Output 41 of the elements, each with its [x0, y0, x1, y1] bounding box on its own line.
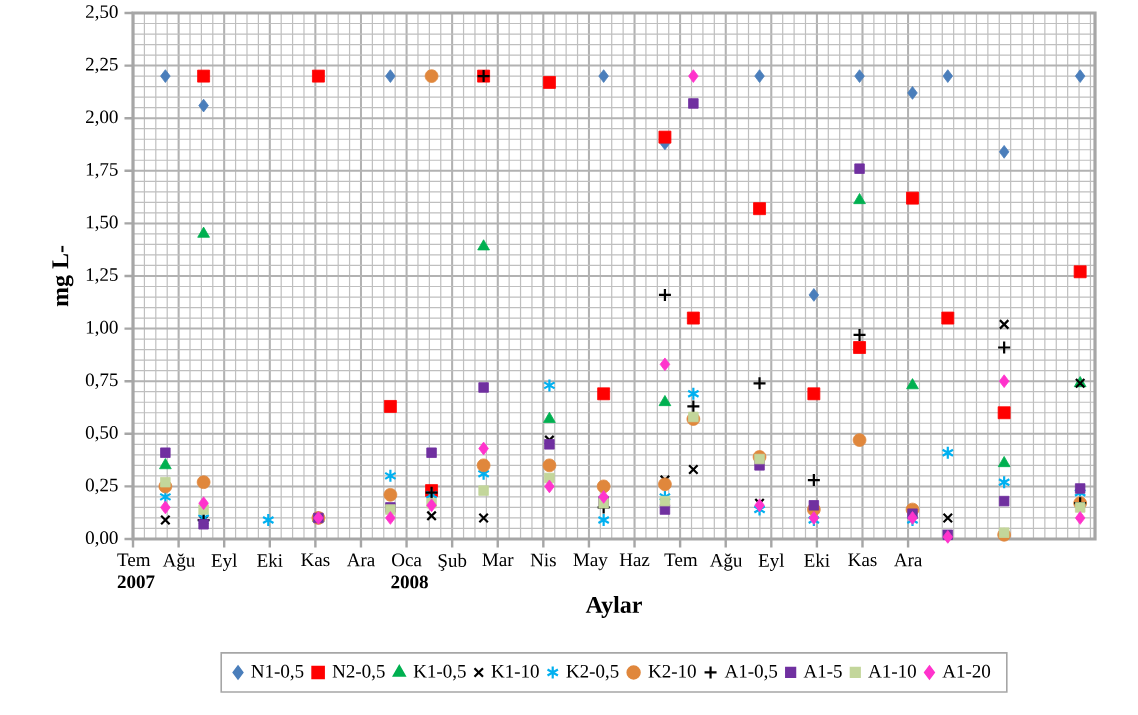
- y-axis-title: mg L-: [52, 245, 74, 307]
- y-tick-label: 2,25: [86, 57, 118, 74]
- x-tick-label: Eki: [804, 553, 830, 567]
- x-tick-label: Eyl: [758, 553, 785, 571]
- legend-label: A1-5: [803, 664, 842, 678]
- x-tick-label: Ara: [346, 553, 375, 567]
- y-tick-label: 0,50: [85, 426, 118, 442]
- x-tick-label: Ağu: [162, 553, 196, 571]
- x-tick-label: Haz: [619, 553, 650, 567]
- legend-label: N1-0,5: [251, 664, 304, 681]
- x-tick-label: Kas: [848, 553, 877, 567]
- y-tick-label: 1,25: [86, 268, 118, 284]
- legend-label: K1-0,5: [413, 664, 466, 681]
- x-tick-label: Oca 2008: [391, 553, 428, 589]
- y-tick-label: 1,00: [86, 320, 118, 337]
- x-tick-label: Kas: [301, 553, 330, 567]
- legend-label: K2-10: [648, 664, 696, 678]
- legend-label: K1-10: [491, 664, 539, 678]
- x-tick-label: Tem: [664, 553, 698, 567]
- x-axis-title: Aylar: [585, 596, 642, 618]
- y-tick-label: 2,00: [86, 110, 118, 126]
- x-tick-label: Şub: [438, 553, 467, 571]
- x-tick-label: Nis: [530, 553, 556, 567]
- x-tick-label: Ağu: [709, 553, 743, 571]
- x-tick-label: May: [573, 553, 608, 571]
- y-tick-label: 1,50: [86, 215, 118, 232]
- x-tick-label: Eki: [257, 553, 283, 567]
- legend-label: A1-20: [942, 664, 991, 678]
- legend-label: K2-0,5: [566, 664, 619, 681]
- x-tick-label: Mar: [482, 553, 514, 567]
- x-tick-label: Tem 2007: [117, 553, 155, 589]
- y-tick-label: 2,50: [86, 5, 118, 21]
- y-tick-label: 0,75: [85, 373, 118, 389]
- legend-label: N2-0,5: [332, 664, 385, 681]
- legend-label: A1-10: [868, 664, 916, 678]
- y-tick-label: 1,75: [86, 163, 118, 179]
- x-tick-label: Eyl: [211, 553, 237, 571]
- y-tick-label: 0,25: [85, 478, 118, 495]
- legend-label: A1-0,5: [724, 664, 778, 681]
- x-tick-label: Ara: [894, 553, 923, 567]
- y-tick-label: 0,00: [85, 531, 118, 547]
